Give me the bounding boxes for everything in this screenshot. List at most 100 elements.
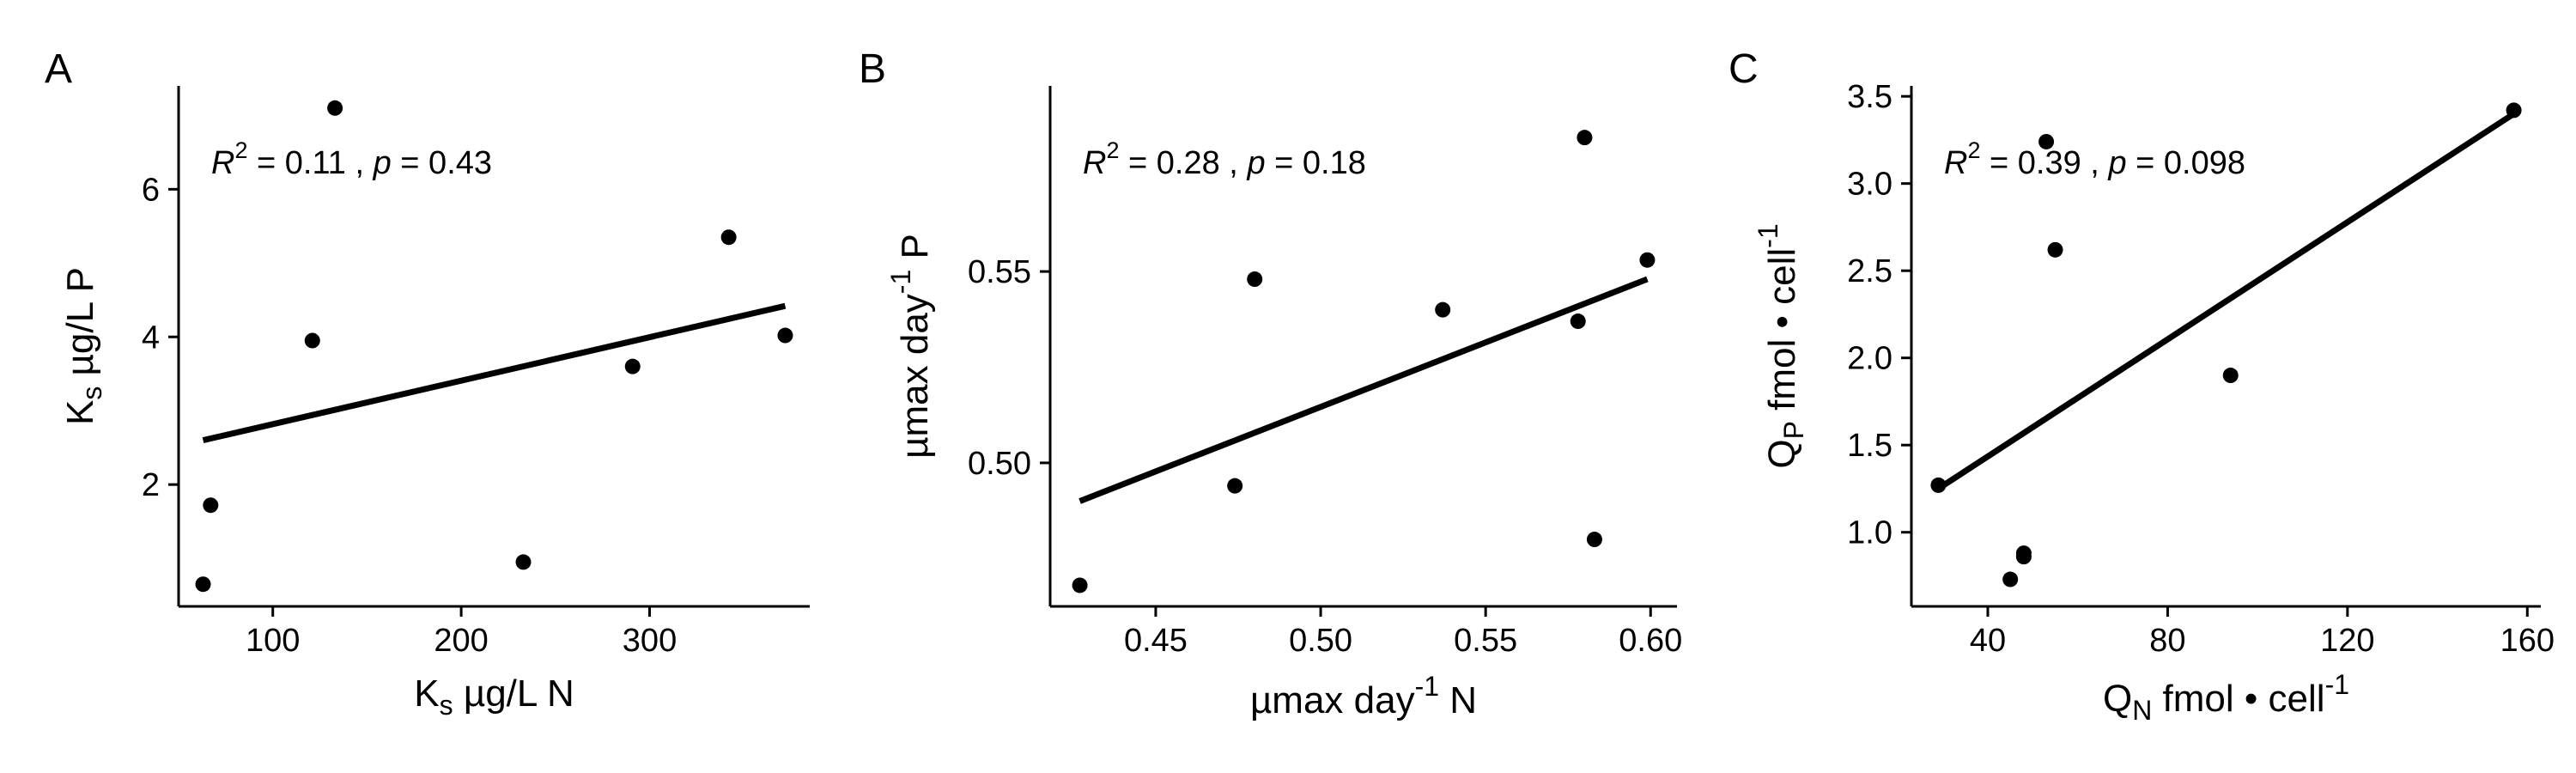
panel-a-data-point (304, 332, 320, 349)
panel-a-p-symbol: p (373, 145, 392, 181)
panel-c-x-tick-label: 120 (2320, 623, 2374, 659)
panel-b-stats-annotation: R2 = 0.28 , p = 0.18 (1083, 137, 1366, 181)
panel-c-x-axis-title-rest: fmol • cell (2152, 678, 2324, 720)
panel-b-y-axis-title: µmax day-1 P (885, 234, 936, 459)
panel-c-y-tick-label: 1.5 (1847, 428, 1893, 464)
panel-a-y-axis-title-subscript: s (76, 386, 107, 400)
panel-b-x-tick-label: 0.50 (1289, 623, 1352, 659)
panel-c-x-tick-label: 80 (2149, 623, 2185, 659)
panel-a-y-tick-label: 6 (142, 172, 160, 208)
panel-a-y-tick-label: 2 (142, 467, 160, 503)
panel-a-r2-superscript: 2 (234, 137, 247, 163)
panel-c-y-axis-title-subscript: P (1778, 421, 1809, 439)
panel-a-data-point (624, 358, 641, 374)
panel-c-data-point (2038, 133, 2055, 149)
panel-b-r2-value: = 0.28 , (1119, 145, 1247, 181)
panel-b-label: B (859, 46, 886, 92)
panel-c-data-point (2002, 571, 2019, 587)
panel-b-data-point (1247, 271, 1263, 288)
panel-c-x-tick-label: 40 (1970, 623, 2006, 659)
panel-a-data-point (515, 554, 532, 570)
panel-a-x-tick-label: 100 (246, 623, 300, 659)
panel-a-r2-symbol: R (211, 145, 234, 181)
panel-c-data-point (2506, 102, 2522, 119)
panel-b-r2-superscript: 2 (1106, 137, 1119, 163)
panel-a-label: A (45, 46, 72, 92)
panel-b-y-axis-title-superscript: -1 (885, 270, 916, 294)
panel-c-y-axis-title-superscript-2: -1 (1753, 223, 1783, 247)
panel-b-data-point (1227, 478, 1243, 494)
panel-b-r2-symbol: R (1083, 145, 1106, 181)
panel-a-x-axis-title: Ks µg/L N (414, 673, 574, 721)
panel-a-x-tick-label: 200 (434, 623, 488, 659)
panel-a-regression-line (202, 302, 787, 444)
panel-c-regression-line (1936, 111, 2516, 491)
panel-c-y-tick-label: 2.5 (1847, 253, 1893, 289)
panel-b-x-tick-label: 0.45 (1124, 623, 1188, 659)
panel-b-data-point (1570, 313, 1586, 330)
panel-c-y-axis-title-main: Q (1761, 439, 1803, 468)
panel-a-data-point (195, 576, 211, 593)
panel-a-stats-annotation: R2 = 0.11 , p = 0.43 (211, 137, 492, 181)
panel-c-y-tick-label: 3.0 (1847, 167, 1893, 203)
panel-c-data-point (2047, 241, 2063, 258)
panel-a-x-axis-title-subscript: s (440, 690, 453, 721)
panel-c-data-point (1930, 477, 1947, 493)
panel-b-data-point (1586, 532, 1602, 548)
panel-a-r2-value: = 0.11 , (247, 145, 373, 181)
panel-c-p-value: = 0.098 (2127, 145, 2245, 181)
panel-a-x-axis-title-rest: µg/L N (453, 673, 574, 715)
panel-c-r2-symbol: R (1944, 145, 1967, 181)
panel-c-label: C (1728, 46, 1759, 92)
panel-b-y-axis-title-rest: P (894, 234, 936, 270)
panel-a-y-axis-title-main: K (59, 400, 101, 425)
panel-a-x-axis-title-main: K (414, 673, 439, 715)
panel-c-x-axis-title-subscript: N (2132, 695, 2152, 726)
panel-b-regression-line (1078, 276, 1649, 504)
panel-c-x-axis-title: QN fmol • cell-1 (2103, 669, 2349, 726)
panel-c-data-point (2222, 368, 2239, 384)
panel-c-y-axis-title: QP fmol • cell-1 (1753, 223, 1809, 468)
panel-c-x-axis-title-main: Q (2103, 678, 2132, 720)
panel-b-x-tick-label: 0.55 (1454, 623, 1517, 659)
panel-b-y-axis-title-main: µmax day (894, 294, 936, 459)
panel-c-y-tick-label: 1.0 (1847, 515, 1893, 551)
panel-c-y-tick-label: 3.5 (1847, 79, 1893, 115)
panel-c-x-tick-label: 160 (2500, 623, 2555, 659)
panel-b-p-value: = 0.18 (1266, 145, 1366, 181)
panel-b-x-axis-title: µmax day-1 N (1250, 671, 1477, 721)
panel-c-y-tick-label: 2.0 (1847, 341, 1893, 377)
panel-b-y-tick-label: 0.55 (968, 254, 1031, 290)
panel-a-x-tick-label: 300 (623, 623, 677, 659)
panel-b-data-point (1577, 130, 1593, 146)
panel-c-r2-value: = 0.39 , (1980, 145, 2108, 181)
panel-c-p-symbol: p (2107, 145, 2126, 181)
panel-a-y-axis-title-rest: µg/L P (59, 267, 101, 386)
panel-c-y-axis-title-rest: fmol • cell (1761, 248, 1803, 421)
panel-a-y-tick-label: 4 (142, 320, 160, 356)
panel-b-data-point (1639, 252, 1656, 268)
panel-a-data-point (327, 100, 343, 116)
panel-a-y-axis-title: Ks µg/L P (59, 267, 107, 425)
panel-b-x-axis-title-main: µmax day (1250, 679, 1415, 721)
panel-b-data-point (1072, 577, 1088, 593)
panel-b-x-tick-label: 0.60 (1619, 623, 1682, 659)
panel-a-data-point (777, 327, 793, 344)
panel-b-x-axis-title-rest: N (1439, 679, 1477, 721)
panel-b-y-tick-label: 0.50 (968, 446, 1031, 482)
panel-b-data-point (1435, 301, 1451, 318)
panel-b-p-symbol: p (1246, 145, 1265, 181)
panel-a-p-value: = 0.43 (392, 145, 492, 181)
panel-c-stats-annotation: R2 = 0.39 , p = 0.098 (1944, 137, 2245, 181)
panel-c-r2-superscript: 2 (1967, 137, 1980, 163)
panel-a-data-point (720, 229, 737, 246)
panel-a-data-point (203, 497, 219, 514)
panel-c-x-axis-title-superscript-2: -1 (2325, 669, 2349, 700)
panel-b-x-axis-title-superscript: -1 (1415, 671, 1439, 702)
panel-c-data-point (2015, 545, 2032, 562)
